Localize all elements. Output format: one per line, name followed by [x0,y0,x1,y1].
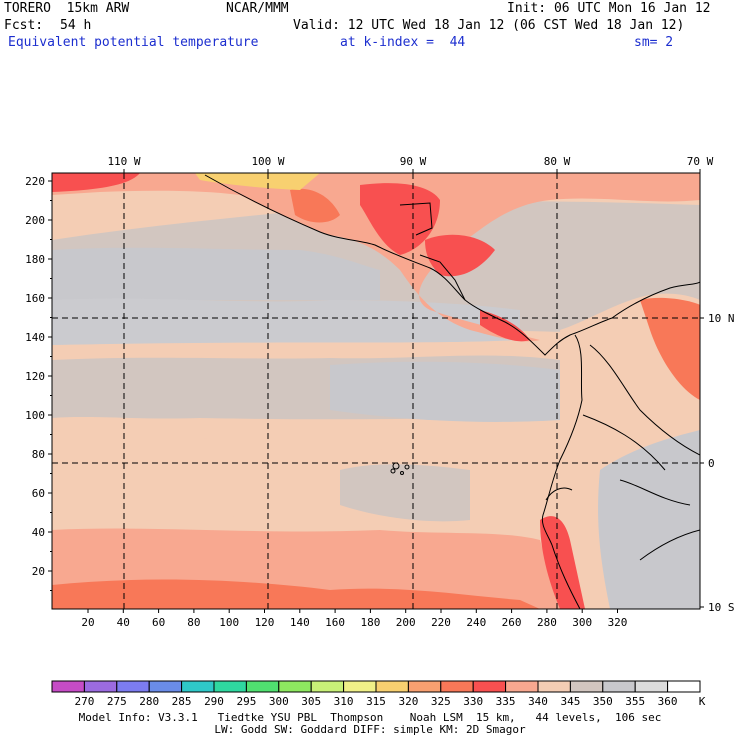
colorbar-swatch [83,680,118,693]
forecast-hours: 54 h [60,18,92,33]
smoothing-value: sm= 2 [634,35,674,50]
left-axis-label: 80 [32,448,45,461]
left-axis-label: 20 [32,565,45,578]
coastlines [204,174,700,609]
right-axis-label: 0 [708,457,715,470]
bottom-axis-label: 140 [290,616,310,629]
colorbar-swatch [148,680,183,693]
left-axis-label: 40 [32,526,45,539]
colorbar-tick-label: 350 [593,695,613,708]
colorbar-tick-label: 275 [107,695,127,708]
colorbar-tick-label: 305 [301,695,321,708]
colorbar-tick-label: 335 [496,695,516,708]
colorbar-swatch [278,680,312,693]
colorbar-swatch [569,680,604,693]
colorbar-swatch [440,680,474,693]
colorbar-swatch [602,680,636,693]
bottom-axis-label: 160 [325,616,345,629]
bottom-axis-label: 80 [187,616,200,629]
bottom-axis-label: 180 [360,616,380,629]
colorbar-tick-label: 315 [366,695,386,708]
colorbar-swatch [245,680,280,693]
colorbar-swatch [213,680,247,693]
init-time: Init: 06 UTC Mon 16 Jan 12 [507,1,711,16]
colorbar-tick-label: 330 [463,695,483,708]
footer-model-info: Model Info: V3.3.1 Tiedtke YSU PBL Thomp… [78,711,662,724]
bottom-axis-label: 220 [431,616,451,629]
left-axis-label: 160 [25,292,45,305]
colorbar-swatch [181,680,215,693]
colorbar-swatch [472,680,507,693]
colorbar [51,680,701,693]
colorbar-tick-label: 320 [398,695,418,708]
colorbar-tick-label: 355 [625,695,645,708]
model-name: TORERO 15km ARW [4,1,130,16]
colorbar-tick-label: 280 [139,695,159,708]
colorbar-tick-label: 300 [269,695,289,708]
map-frame [51,172,701,610]
bottom-axis-label: 100 [219,616,239,629]
bottom-axis-label: 120 [255,616,275,629]
left-axis-label: 180 [25,253,45,266]
top-axis-label: 100 W [251,155,284,168]
bottom-axis-label: 20 [81,616,94,629]
colorbar-tick-label: 360 [658,695,678,708]
colorbar-tick-label: 325 [431,695,451,708]
top-axis-label: 90 W [400,155,427,168]
bottom-axis-label: 40 [117,616,130,629]
colorbar-swatch [537,680,571,693]
bottom-axis-label: 240 [466,616,486,629]
top-axis-label: 110 W [107,155,140,168]
colorbar-tick-label: 295 [236,695,256,708]
top-axis-label: 70 W [687,155,714,168]
level-index: at k-index = 44 [340,35,466,50]
field-name: Equivalent potential temperature [8,35,259,50]
colorbar-tick-label: 290 [204,695,224,708]
forecast-label: Fcst: [4,18,44,33]
left-axis-label: 60 [32,487,45,500]
bottom-axis-label: 200 [396,616,416,629]
bottom-axis-label: 320 [608,616,628,629]
graticule [52,173,700,609]
colorbar-tick-label: 340 [528,695,548,708]
colorbar-swatch [505,680,539,693]
colorbar-swatch [310,680,345,693]
colorbar-swatch [116,680,150,693]
valid-time: Valid: 12 UTC Wed 18 Jan 12 (06 CST Wed … [293,18,685,33]
colorbar-swatch [51,680,85,693]
colorbar-tick-label: 345 [560,695,580,708]
left-axis-label: 220 [25,175,45,188]
left-axis-label: 200 [25,214,45,227]
colorbar-swatch [667,680,701,693]
colorbar-unit: K [699,695,706,708]
colorbar-tick-label: 270 [74,695,94,708]
colorbar-tick-label: 310 [334,695,354,708]
right-axis-label: 10 N [708,312,735,325]
top-axis-label: 80 W [544,155,571,168]
bottom-axis-label: 260 [502,616,522,629]
footer-physics-info: LW: Godd SW: Goddard DIFF: simple KM: 2D… [214,723,526,736]
colorbar-swatch [634,680,669,693]
bottom-axis-label: 300 [572,616,592,629]
colorbar-tick-label: 285 [172,695,192,708]
left-axis-label: 140 [25,331,45,344]
colorbar-swatch [375,680,409,693]
colorbar-swatch [343,680,377,693]
bottom-axis-label: 280 [537,616,557,629]
organization: NCAR/MMM [226,1,289,16]
colorbar-swatch [407,680,442,693]
right-axis-label: 10 S [708,601,735,614]
bottom-axis-label: 60 [152,616,165,629]
theta-e-field [52,173,700,609]
left-axis-label: 120 [25,370,45,383]
left-axis-label: 100 [25,409,45,422]
